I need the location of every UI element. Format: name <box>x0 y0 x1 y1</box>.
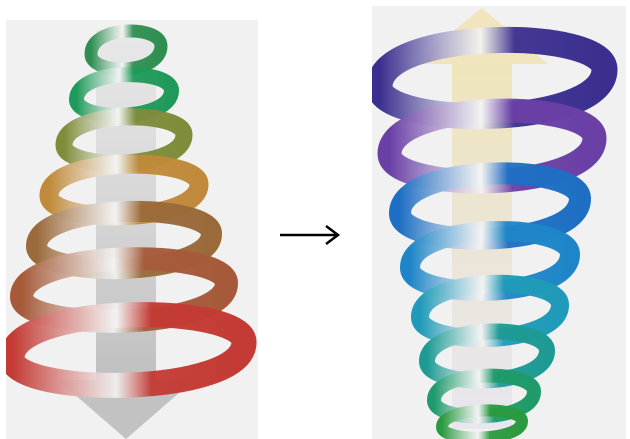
spiral-band <box>84 24 168 76</box>
right-spiral-diagram <box>372 8 618 439</box>
right-arrow-icon <box>280 225 341 245</box>
spiral-band <box>435 404 529 439</box>
left-spiral-diagram <box>6 24 257 439</box>
right-spiral-panel <box>372 6 626 439</box>
left-spiral-panel <box>6 20 258 439</box>
spiral-band <box>6 302 257 398</box>
